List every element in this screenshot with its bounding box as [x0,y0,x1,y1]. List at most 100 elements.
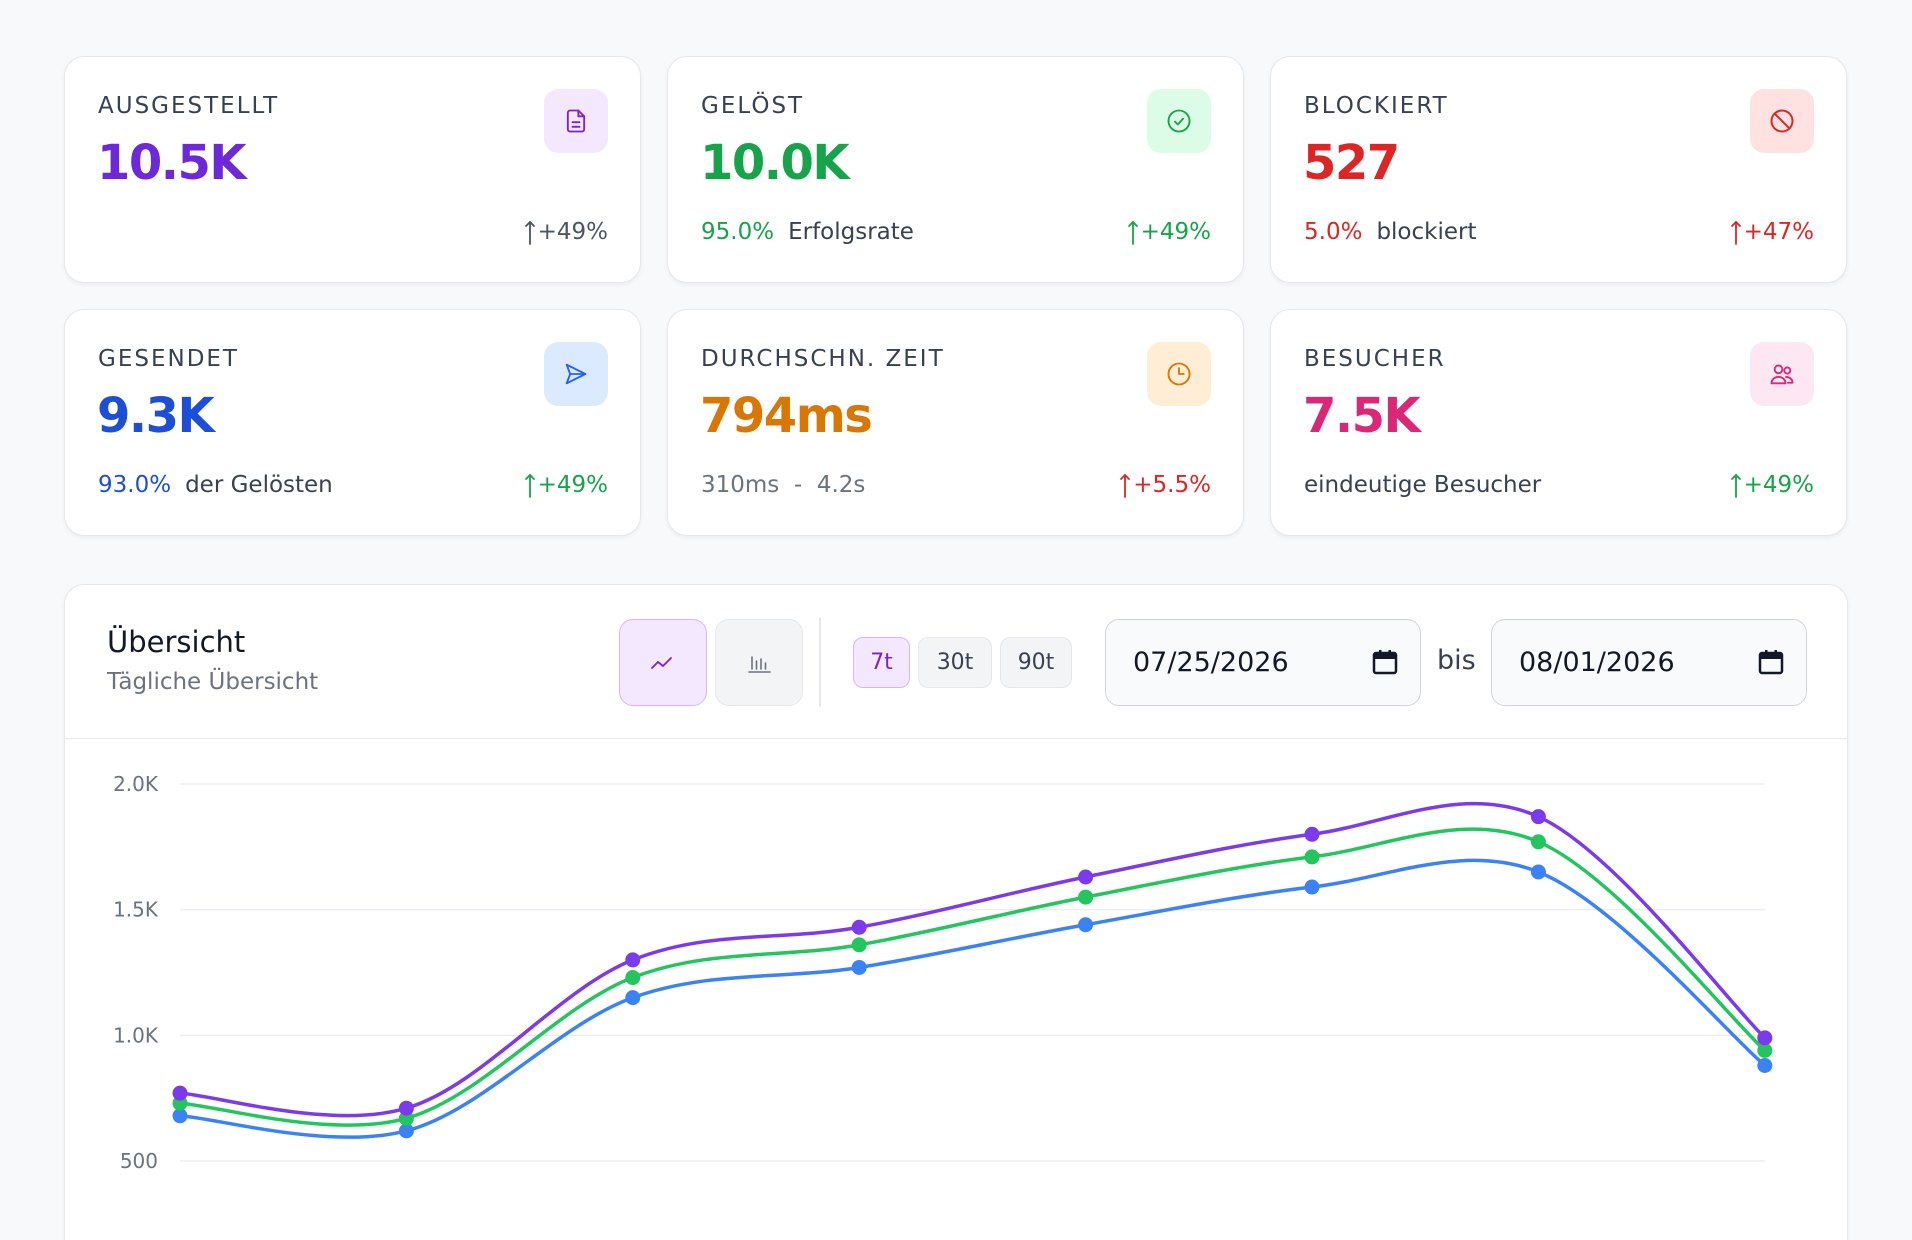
stat-card-visitors: BESUCHER 7.5K eindeutige Besucher +49% [1270,309,1847,536]
trend-value: +49% [1140,219,1211,245]
trend-value: +47% [1743,219,1814,245]
range-90d-button[interactable]: 90t [1000,637,1072,688]
stat-card-blocked: BLOCKIERT 527 5.0% blockiert +47% [1270,56,1847,283]
series-point-2[interactable] [1304,879,1320,895]
panel-header: Übersicht Tägliche Übersicht 7t 30t 90t … [65,585,1847,739]
y-tick-label: 1.5K [113,898,159,922]
series-point-0[interactable] [398,1100,414,1116]
stat-label: DURCHSCHN. ZEIT [701,346,945,372]
series-point-2[interactable] [398,1123,414,1139]
date-from-input[interactable]: 07/25/2026 [1105,619,1421,706]
trend-indicator: +49% [524,219,608,245]
series-point-2[interactable] [172,1108,188,1124]
y-tick-label: 500 [120,1149,158,1173]
series-point-0[interactable] [1304,826,1320,842]
y-tick-label: 2.0K [113,772,159,796]
calendar-icon[interactable] [1372,649,1398,675]
series-point-0[interactable] [851,919,867,935]
stat-label: GESENDET [98,346,239,372]
series-point-0[interactable] [1757,1030,1773,1046]
trend-value: +49% [1743,472,1814,498]
panel-title: Übersicht [107,625,246,659]
bar-chart-button[interactable] [715,619,803,706]
stat-sub-percent: 95.0% [701,219,775,245]
series-point-1[interactable] [625,970,641,986]
overview-line-chart: 2.0K 1.5K 1.0K 500 [113,772,1773,1173]
stat-value: 794ms [700,388,873,444]
arrow-up-icon [524,473,535,498]
trend-indicator: +49% [1127,219,1211,245]
trend-value: +49% [537,472,608,498]
series-point-1[interactable] [851,937,867,953]
series-line-1 [179,827,1766,1127]
arrow-up-icon [1127,220,1138,245]
trend-value: +49% [537,219,608,245]
arrow-up-icon [1120,473,1131,498]
series-point-2[interactable] [1078,917,1094,933]
series-line-0 [179,801,1767,1118]
series-point-0[interactable] [1530,809,1546,825]
series-point-0[interactable] [172,1085,188,1101]
arrow-up-icon [524,220,535,245]
series-point-2[interactable] [1530,864,1546,880]
stat-card-issued: AUSGESTELLT 10.5K +49% [64,56,641,283]
arrow-up-icon [1730,473,1741,498]
stat-card-sent: GESENDET 9.3K 93.0% der Gelösten +49% [64,309,641,536]
series-point-1[interactable] [1078,889,1094,905]
series-point-2[interactable] [851,959,867,975]
check-circle-icon [1147,89,1211,153]
stat-value: 10.0K [700,135,850,191]
date-from-value: 07/25/2026 [1133,647,1289,678]
stats-grid: AUSGESTELLT 10.5K +49% GELÖST 10.0K 95.0… [64,56,1848,536]
stat-sub-label: 310ms - 4.2s [701,472,866,498]
line-chart-icon [651,656,672,669]
series-point-0[interactable] [625,952,641,968]
panel-subtitle: Tägliche Übersicht [107,669,319,695]
stat-value: 9.3K [97,388,215,444]
line-chart-button[interactable] [619,619,707,706]
stat-subtext: 95.0% Erfolgsrate [701,219,914,245]
series-point-2[interactable] [1757,1057,1773,1073]
toolbar-divider [819,617,821,707]
stat-sub-label: Erfolgsrate [788,219,914,245]
series-point-1[interactable] [1757,1042,1773,1058]
stat-sub-label: blockiert [1376,219,1477,245]
stat-value: 10.5K [97,135,247,191]
series-point-0[interactable] [1078,869,1094,885]
overview-panel: Übersicht Tägliche Übersicht 7t 30t 90t … [64,584,1848,1240]
stat-subtext: 93.0% der Gelösten [98,472,333,498]
stat-value: 527 [1303,135,1400,191]
range-30d-button[interactable]: 30t [918,637,992,688]
stat-subtext: 310ms - 4.2s [701,472,865,498]
stat-sub-label: der Gelösten [185,472,333,498]
send-icon [544,342,608,406]
trend-indicator: +49% [524,472,608,498]
stat-subtext: 5.0% blockiert [1304,219,1476,245]
stat-card-avg-time: DURCHSCHN. ZEIT 794ms 310ms - 4.2s +5.5% [667,309,1244,536]
ban-icon [1750,89,1814,153]
date-to-input[interactable]: 08/01/2026 [1491,619,1807,706]
trend-value: +5.5% [1133,472,1211,498]
clock-icon [1147,342,1211,406]
stat-subtext: eindeutige Besucher [1304,472,1541,498]
calendar-icon[interactable] [1758,649,1784,675]
series-point-2[interactable] [625,990,641,1006]
stat-value: 7.5K [1303,388,1421,444]
series-point-1[interactable] [1530,834,1546,850]
bar-chart-icon [748,655,771,673]
document-icon [544,89,608,153]
stat-sub-percent: 5.0% [1304,219,1363,245]
range-7d-button[interactable]: 7t [853,637,910,688]
trend-indicator: +47% [1730,219,1814,245]
trend-indicator: +49% [1730,472,1814,498]
stat-sub-percent: 93.0% [98,472,172,498]
stat-label: BLOCKIERT [1304,93,1449,119]
series-point-1[interactable] [1304,849,1320,865]
trend-indicator: +5.5% [1119,472,1211,498]
arrow-up-icon [1730,220,1741,245]
y-tick-label: 1.0K [113,1023,159,1047]
stat-card-resolved: GELÖST 10.0K 95.0% Erfolgsrate +49% [667,56,1244,283]
stat-label: GELÖST [701,93,805,119]
stat-sub-label: eindeutige Besucher [1304,472,1542,498]
date-range-separator: bis [1437,645,1476,676]
